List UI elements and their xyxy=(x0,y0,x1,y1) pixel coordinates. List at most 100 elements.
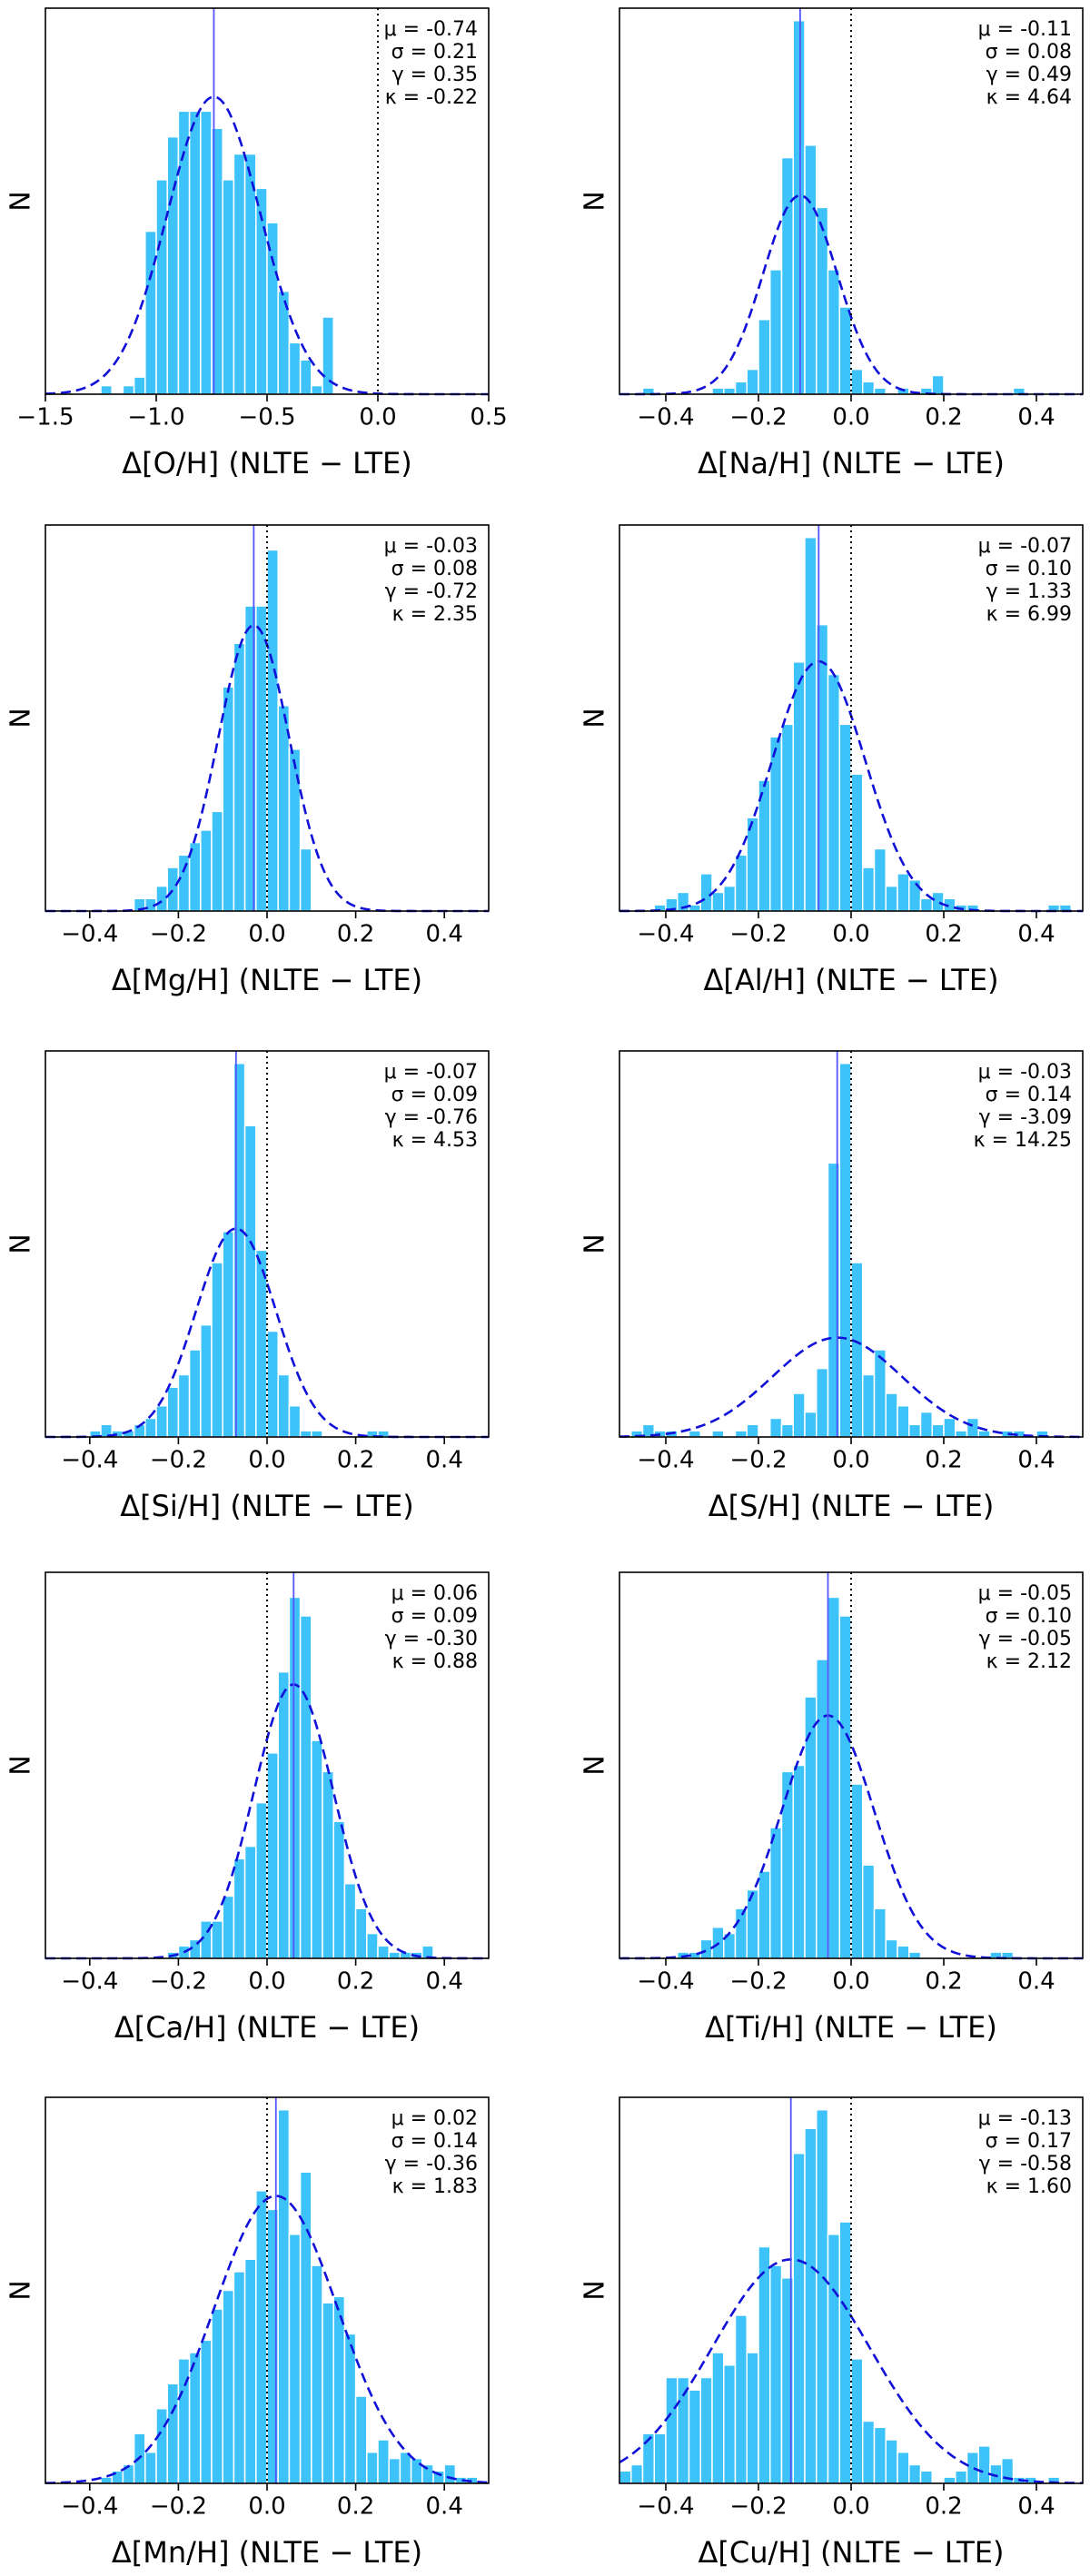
bar xyxy=(897,873,910,912)
bar xyxy=(699,1938,713,1959)
bar xyxy=(931,891,945,912)
bar xyxy=(177,1373,191,1438)
bar xyxy=(955,1430,968,1438)
bar xyxy=(711,387,725,395)
x-tick-label: −0.4 xyxy=(637,1447,694,1474)
bar xyxy=(816,1367,829,1438)
bar xyxy=(144,230,157,395)
y-axis-label: N xyxy=(580,2280,611,2300)
bar xyxy=(769,2264,783,2484)
bar xyxy=(838,306,852,395)
bar xyxy=(233,642,246,912)
bar xyxy=(908,878,922,912)
x-tick-label: 0.4 xyxy=(426,2493,463,2521)
x-tick-label: −0.2 xyxy=(150,921,207,948)
y-axis-label: N xyxy=(580,191,611,211)
x-tick-label: −1.0 xyxy=(127,404,184,431)
bar xyxy=(734,854,748,912)
stat-label: σ = 0.09 xyxy=(391,1084,478,1106)
x-axis-label: Δ[Si/H] (NLTE − LTE) xyxy=(120,1489,414,1523)
stat-label: μ = -0.05 xyxy=(978,1582,1072,1605)
x-tick-label: −0.2 xyxy=(729,404,787,431)
stat-label: γ = 1.33 xyxy=(986,580,1072,603)
stat-label: κ = 6.99 xyxy=(986,603,1072,626)
x-tick-label: 0.2 xyxy=(925,921,962,948)
bar xyxy=(977,1430,991,1438)
bar xyxy=(827,269,840,395)
x-tick-label: 0.0 xyxy=(832,921,869,948)
bar xyxy=(977,2445,991,2484)
bar xyxy=(897,2451,910,2484)
stat-label: σ = 0.08 xyxy=(391,558,478,580)
bar xyxy=(885,1938,898,1959)
bar xyxy=(299,1615,312,1959)
bar xyxy=(919,1411,933,1438)
bar xyxy=(277,705,291,912)
x-tick-label: 0.2 xyxy=(925,1447,962,1474)
x-tick-label: 0.2 xyxy=(925,404,962,431)
stat-label: γ = -0.36 xyxy=(385,2153,478,2175)
bar xyxy=(780,1423,794,1438)
bar xyxy=(144,2451,157,2484)
bar xyxy=(838,723,852,912)
stat-label: γ = -0.30 xyxy=(385,1628,478,1650)
gaussian-fit xyxy=(45,2195,490,2484)
x-tick-label: −0.2 xyxy=(150,1968,207,1996)
stat-label: σ = 0.09 xyxy=(391,1605,478,1628)
bar xyxy=(653,2432,667,2484)
bar xyxy=(838,2221,852,2484)
bar xyxy=(332,1820,346,1959)
bar xyxy=(277,2108,291,2484)
bar xyxy=(277,1373,291,1438)
x-tick-label: 0.4 xyxy=(1017,2493,1055,2521)
bar xyxy=(827,1596,840,1959)
x-axis-label: Δ[Na/H] (NLTE − LTE) xyxy=(698,446,1005,481)
bar xyxy=(908,1423,922,1438)
stat-label: σ = 0.17 xyxy=(986,2130,1072,2153)
y-axis-label: N xyxy=(5,191,37,211)
bar xyxy=(966,2451,979,2484)
bar xyxy=(711,891,725,912)
x-tick-label: −0.4 xyxy=(61,2493,118,2521)
stat-label: γ = -0.58 xyxy=(979,2153,1072,2175)
bar xyxy=(734,2314,748,2484)
bar xyxy=(758,1870,771,1959)
bar xyxy=(746,817,759,912)
bar xyxy=(222,179,235,395)
x-tick-label: 0.0 xyxy=(248,1447,285,1474)
x-axis-label: Δ[S/H] (NLTE − LTE) xyxy=(708,1489,995,1523)
x-tick-label: 0.0 xyxy=(832,1968,869,1996)
bar xyxy=(919,897,933,912)
bar xyxy=(299,359,312,395)
bar xyxy=(873,847,887,912)
bar xyxy=(619,2470,632,2484)
bar xyxy=(873,2426,887,2484)
bar xyxy=(734,1430,748,1438)
bar xyxy=(908,2463,922,2484)
bar xyxy=(850,368,864,395)
bar xyxy=(734,381,748,395)
x-tick-label: −0.2 xyxy=(729,2493,787,2521)
bar xyxy=(222,2289,235,2484)
stat-label: γ = 0.35 xyxy=(392,64,478,86)
y-axis-label: N xyxy=(5,708,37,728)
bar xyxy=(816,206,829,395)
x-tick-label: −0.4 xyxy=(61,921,118,948)
x-axis-label: Δ[Cu/H] (NLTE − LTE) xyxy=(699,2535,1005,2570)
bar xyxy=(931,374,945,395)
bar xyxy=(200,2339,213,2484)
bar xyxy=(862,1864,876,1959)
bar xyxy=(200,829,213,912)
x-tick-label: −0.2 xyxy=(729,1968,787,1996)
bar xyxy=(266,549,279,912)
bar xyxy=(100,2476,113,2484)
stat-label: σ = 0.08 xyxy=(986,41,1072,64)
bar xyxy=(897,1945,910,1959)
x-tick-label: 0.4 xyxy=(426,921,463,948)
x-tick-label: −0.4 xyxy=(637,921,694,948)
bar xyxy=(266,1330,279,1438)
bar xyxy=(746,2352,759,2484)
stat-label: γ = -3.09 xyxy=(979,1106,1072,1129)
y-axis-label: N xyxy=(5,1234,37,1253)
